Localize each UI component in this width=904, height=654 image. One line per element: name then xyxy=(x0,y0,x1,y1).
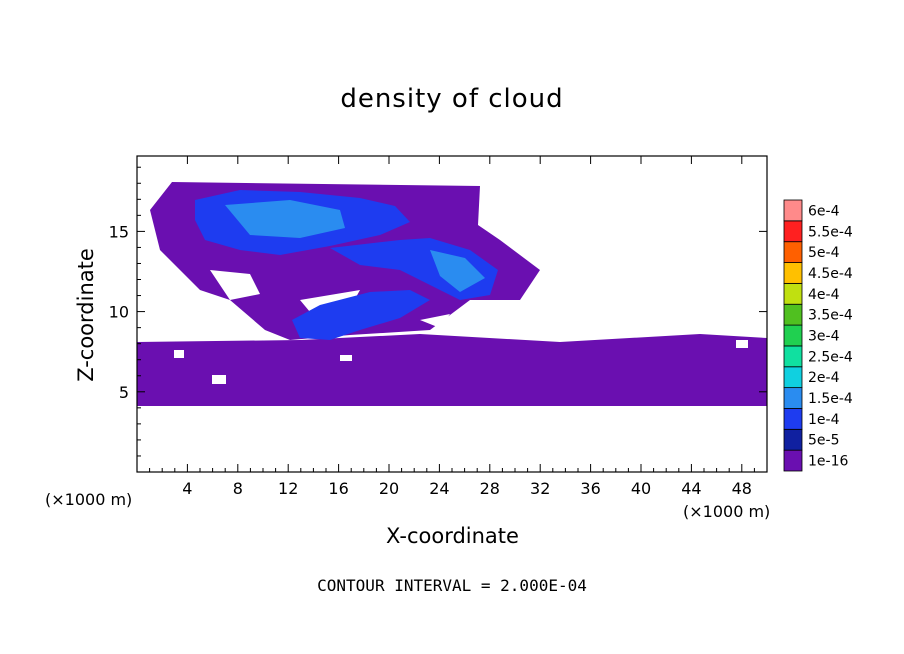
colorbar-label: 2.5e-4 xyxy=(808,349,853,365)
x-tick-label: 16 xyxy=(328,479,348,498)
colorbar-swatch xyxy=(783,345,803,368)
y-axis-ticks: 5 10 15 xyxy=(109,166,767,457)
colorbar-swatch xyxy=(783,262,803,284)
colorbar-label: 5e-5 xyxy=(808,433,839,449)
colorbar-label: 4e-4 xyxy=(808,287,840,303)
x-tick-label: 12 xyxy=(278,479,298,498)
colorbar-swatch xyxy=(783,408,803,430)
core-right-inner xyxy=(430,250,485,292)
colorbar-swatch xyxy=(783,241,803,263)
colorbar-label: 4.5e-4 xyxy=(808,266,853,282)
x-axis-ticks: 4 8 12 16 20 24 28 32 36 40 44 48 xyxy=(149,156,755,498)
colorbar-label: 5e-4 xyxy=(808,245,840,261)
colorbar-label: 1.5e-4 xyxy=(808,391,853,407)
z-unit-label: (×1000 m) xyxy=(45,490,133,509)
y-axis-label: Z-coordinate xyxy=(74,248,98,382)
x-tick-label: 8 xyxy=(233,479,243,498)
x-unit-label: (×1000 m) xyxy=(683,502,771,521)
x-tick-label: 28 xyxy=(480,479,500,498)
colorbar-label: 1e-16 xyxy=(808,454,848,470)
x-tick-label: 24 xyxy=(429,479,449,498)
upper-cloud-hole xyxy=(210,270,450,328)
colorbar-swatch xyxy=(783,303,803,326)
x-tick-label: 32 xyxy=(530,479,550,498)
x-tick-label: 48 xyxy=(732,479,752,498)
cloud-density-field xyxy=(137,182,767,406)
x-axis-label: X-coordinate xyxy=(386,524,519,548)
x-tick-label: 4 xyxy=(182,479,192,498)
chart-title: density of cloud xyxy=(340,84,564,114)
x-tick-label: 44 xyxy=(681,479,701,498)
colorbar-swatch xyxy=(783,324,803,347)
colorbar: 1e-16 5e-5 1e-4 1.5e-4 2e-4 2.5e-4 3e-4 3.5e-4 4… xyxy=(783,199,853,472)
y-tick-label: 15 xyxy=(109,222,129,241)
core-middle-region xyxy=(292,290,430,340)
colorbar-swatch xyxy=(783,199,803,222)
colorbar-label: 6e-4 xyxy=(808,203,840,219)
colorbar-swatch xyxy=(783,220,803,243)
colorbar-swatch xyxy=(783,449,803,472)
colorbar-swatch xyxy=(783,282,803,305)
contour-interval-footer: CONTOUR INTERVAL = 2.000E-04 xyxy=(317,576,587,595)
colorbar-swatch xyxy=(783,428,803,451)
y-tick-label: 10 xyxy=(109,303,129,322)
x-tick-label: 20 xyxy=(379,479,399,498)
colorbar-label: 1e-4 xyxy=(808,412,840,428)
y-tick-label: 5 xyxy=(119,383,129,402)
colorbar-swatch xyxy=(783,387,803,409)
lower-layer-region xyxy=(137,334,767,406)
core-upper-inner xyxy=(225,200,345,238)
colorbar-label: 2e-4 xyxy=(808,370,840,386)
colorbar-label: 5.5e-4 xyxy=(808,224,853,240)
x-tick-label: 36 xyxy=(580,479,600,498)
colorbar-label: 3.5e-4 xyxy=(808,308,853,324)
colorbar-label: 3e-4 xyxy=(808,329,840,345)
x-tick-label: 40 xyxy=(631,479,651,498)
colorbar-swatch xyxy=(783,366,803,389)
